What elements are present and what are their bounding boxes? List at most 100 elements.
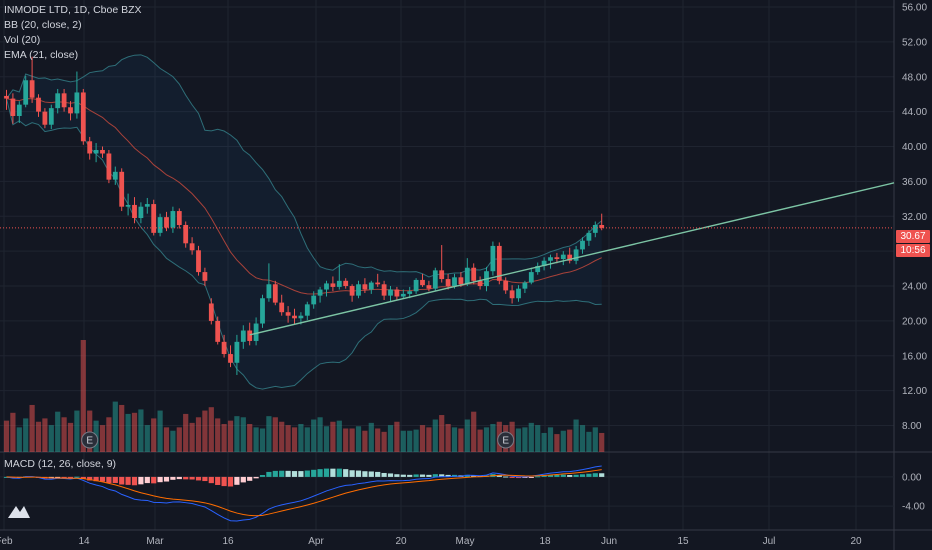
macd-histogram-bar: [554, 474, 560, 477]
candle: [420, 273, 425, 287]
volume-bar: [48, 425, 54, 452]
candle-body: [196, 250, 201, 273]
macd-histogram-bar: [221, 476, 227, 487]
candle: [157, 213, 163, 237]
ema-label[interactable]: EMA (21, close): [4, 49, 79, 61]
candle-body: [87, 141, 93, 154]
macd-histogram-bar: [87, 476, 93, 481]
candle: [592, 221, 598, 238]
macd-histogram-bar: [183, 476, 189, 480]
earnings-marker: E: [81, 431, 99, 449]
candle-body: [16, 104, 22, 116]
candle-body: [464, 267, 470, 285]
candle-body: [202, 272, 208, 281]
candle: [55, 88, 61, 114]
volume-bar: [413, 429, 419, 452]
candle: [528, 267, 534, 285]
macd-histogram-bar: [586, 473, 592, 477]
time-axis-label: Apr: [308, 536, 324, 547]
candle-body: [234, 341, 240, 363]
candle: [144, 197, 150, 214]
macd-histogram-bar: [99, 476, 106, 482]
volume-bar: [253, 427, 259, 452]
candle: [228, 345, 233, 368]
candle-body: [106, 153, 112, 180]
candle-body: [74, 92, 80, 114]
candle-body: [23, 80, 29, 105]
candle-body: [311, 295, 317, 305]
macd-histogram-bar: [381, 472, 387, 477]
symbol-label[interactable]: INMODE LTD, 1D, Cboe BZX: [4, 4, 142, 16]
candle: [394, 286, 400, 300]
volume-bar: [336, 420, 342, 452]
volume-bar: [579, 425, 586, 452]
volume-bar: [23, 418, 29, 452]
candle-body: [420, 279, 425, 286]
volume-label[interactable]: Vol (20): [4, 34, 41, 46]
candle-body: [4, 95, 9, 99]
volume-bar: [163, 427, 170, 452]
volume-bar: [311, 419, 317, 452]
candle-body: [125, 204, 131, 207]
candle-body: [592, 225, 598, 233]
candle-body: [503, 280, 509, 291]
macd-histogram-bar: [330, 468, 336, 477]
candle-body: [170, 211, 176, 228]
earnings-label: E: [86, 436, 93, 447]
macd-histogram-bar: [317, 469, 323, 477]
volume-bar: [195, 417, 202, 452]
tradingview-logo-icon[interactable]: [6, 502, 32, 520]
candle-body: [496, 245, 502, 281]
candle-body: [317, 289, 323, 296]
macd-histogram-bar: [131, 476, 138, 486]
candle-body: [528, 272, 534, 283]
time-axis-label: 15: [677, 536, 689, 547]
candle: [407, 286, 413, 299]
macd-histogram-bar: [439, 474, 445, 477]
last-price-tag: 30.67: [896, 230, 930, 243]
macd-histogram-bar: [387, 473, 394, 477]
macd-histogram-bar: [503, 476, 509, 478]
macd-histogram-bar: [336, 468, 342, 477]
macd-histogram-bar: [202, 476, 208, 482]
volume-bar: [400, 430, 406, 452]
macd-histogram-bar: [93, 476, 99, 482]
time-axis-label: Feb: [0, 536, 13, 547]
bb-label[interactable]: BB (20, close, 2): [4, 19, 82, 31]
candle: [221, 334, 227, 358]
candle-body: [471, 267, 477, 281]
macd-histogram-bar: [343, 469, 349, 477]
macd-histogram-bar: [163, 476, 170, 482]
volume-bar: [3, 420, 10, 452]
macd-histogram-bar: [522, 476, 528, 478]
volume-bar: [125, 413, 131, 452]
macd-histogram-bar: [170, 476, 176, 480]
candle: [356, 280, 361, 299]
candle: [16, 101, 22, 123]
volume-bar: [592, 427, 598, 452]
candle: [464, 258, 470, 287]
candle-body: [36, 97, 41, 112]
candle-body: [298, 315, 304, 319]
candle-body: [55, 93, 61, 109]
macd-histogram-bar: [80, 476, 86, 479]
volume-bar: [99, 425, 106, 452]
candle-body: [132, 204, 137, 219]
candle: [535, 262, 541, 275]
candle: [330, 276, 336, 292]
candle-body: [260, 298, 265, 324]
macd-histogram-bar: [176, 476, 182, 480]
volume-bar: [573, 419, 579, 452]
volume-bar: [381, 431, 387, 452]
macd-histogram-bar: [215, 476, 221, 485]
candle: [580, 237, 585, 254]
price-axis-label: 8.00: [902, 421, 922, 432]
volume-bar: [234, 416, 240, 452]
candle-body: [144, 204, 150, 207]
macd-histogram-bar: [426, 474, 432, 477]
macd-histogram-bar: [407, 474, 413, 477]
candle-body: [516, 288, 521, 299]
macd-label[interactable]: MACD (12, 26, close, 9): [4, 458, 117, 470]
macd-histogram-bar: [567, 475, 573, 477]
